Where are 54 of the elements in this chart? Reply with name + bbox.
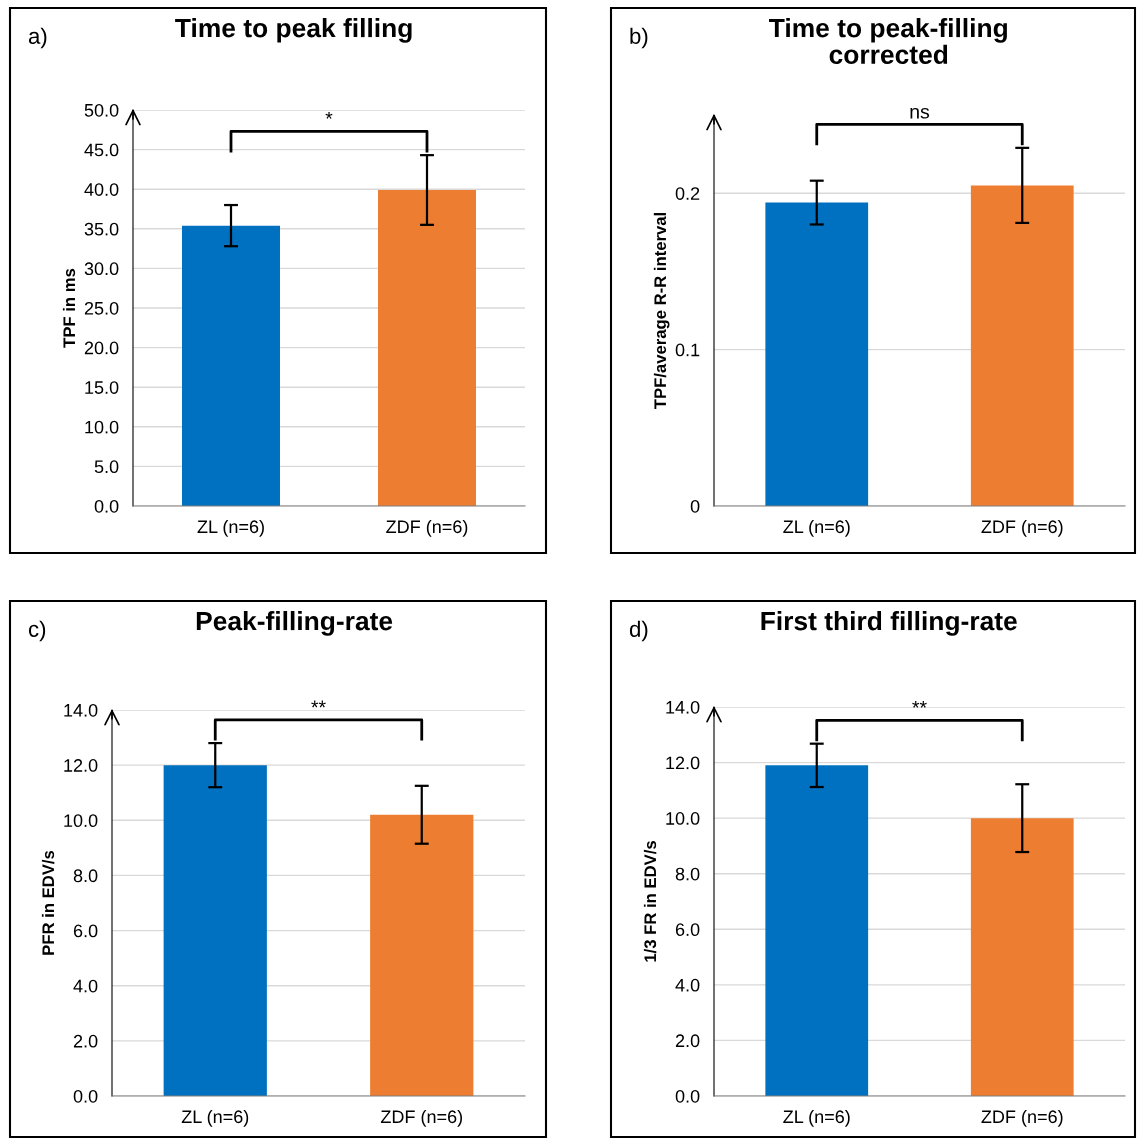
text: b) <box>630 27 648 49</box>
y-tick-label: 40.0 <box>84 183 119 196</box>
y-tick-label: 4.0 <box>73 979 98 993</box>
y-tick-label: 15.0 <box>85 381 119 394</box>
x-tick-label: ZL (n=6) <box>783 1109 850 1127</box>
y-tick-label: 6.0 <box>675 923 700 937</box>
y-tick-label: 4.0 <box>675 978 700 992</box>
y-axis-title: TPF in ms <box>62 268 76 348</box>
text: c) <box>28 620 46 642</box>
y-tick-label: 0.0 <box>73 1089 98 1103</box>
x-tick-label: ZDF (n=6) <box>380 1109 463 1127</box>
chart-title: First third filling-rate <box>761 611 1017 636</box>
annotation: ** <box>912 700 927 708</box>
x-tick-label: ZDF (n=6) <box>981 519 1063 537</box>
y-tick-label: 2.0 <box>675 1034 700 1048</box>
x-tick-label: ZL (n=6) <box>181 1109 249 1127</box>
y-tick-label: 6.0 <box>73 924 98 938</box>
text: d) <box>629 620 648 642</box>
y-tick-label: 8.0 <box>73 869 98 883</box>
x-tick-label: ZDF (n=6) <box>981 1109 1063 1127</box>
y-tick-label: 12.0 <box>666 756 700 770</box>
y-tick-label: 0.0 <box>675 1089 700 1103</box>
y-tick-label: 10.0 <box>64 814 98 828</box>
y-axis-title: TPF/average R-R interval <box>653 213 670 409</box>
chart-title: Peak-filling-rate <box>196 611 393 636</box>
y-tick-label: 14.0 <box>64 703 98 717</box>
y-tick-label: 50.0 <box>84 103 119 117</box>
y-tick-label: 2.0 <box>73 1034 98 1048</box>
x-tick-label: ZL (n=6) <box>197 519 264 537</box>
y-tick-label: 5.0 <box>94 460 119 474</box>
y-axis-title: PFR in EDV/s <box>41 850 55 955</box>
y-tick-label: 0 <box>690 499 700 513</box>
chart-title: Time to peak filling <box>175 18 412 43</box>
y-tick-label: 45.0 <box>84 143 119 157</box>
annotation: ns <box>910 107 930 119</box>
y-tick-label: 14.0 <box>666 700 700 714</box>
y-tick-label: 10.0 <box>85 420 119 434</box>
y-tick-label: 0.0 <box>94 499 119 513</box>
text: ** <box>311 700 326 708</box>
y-tick-label: 0.2 <box>675 187 700 200</box>
y-tick-label: 25.0 <box>84 301 119 315</box>
chart-title: Time to peak-filling corrected <box>769 18 1007 65</box>
x-tick-label: ZDF (n=6) <box>386 519 468 537</box>
y-axis-title: 1/3 FR in EDV/s <box>643 841 657 962</box>
y-tick-label: 35.0 <box>84 222 119 236</box>
y-tick-label: 20.0 <box>84 341 119 355</box>
y-tick-label: 0.1 <box>675 343 700 357</box>
y-tick-label: 8.0 <box>675 867 700 881</box>
x-tick-label: ZL (n=6) <box>783 519 850 537</box>
y-tick-label: 12.0 <box>64 759 98 772</box>
annotation: * <box>325 111 333 119</box>
text: a) <box>28 27 47 49</box>
y-tick-label: 30.0 <box>84 262 119 276</box>
y-tick-label: 10.0 <box>666 812 700 825</box>
